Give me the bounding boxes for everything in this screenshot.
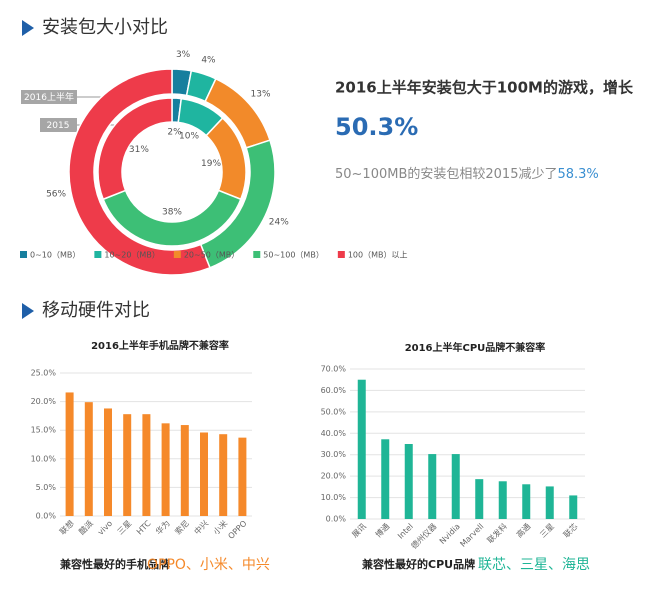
bar bbox=[498, 481, 507, 519]
legend-label: 10~20（MB） bbox=[104, 251, 159, 260]
x-tick-label: 展讯 bbox=[350, 522, 368, 540]
legend-label: 50~100（MB） bbox=[263, 251, 324, 260]
x-tick-label: 德州仪器 bbox=[409, 521, 439, 551]
footer-label: 兼容性最好的手机品牌 bbox=[60, 557, 170, 571]
donut-segment bbox=[97, 97, 173, 201]
chart-title: 2016上半年CPU品牌不兼容率 bbox=[405, 341, 546, 354]
chart-title: 2016上半年手机品牌不兼容率 bbox=[91, 339, 229, 352]
data-label: 56% bbox=[46, 190, 66, 200]
data-label: 38% bbox=[162, 208, 182, 218]
x-tick-label: vivo bbox=[96, 519, 114, 537]
footer-label: 兼容性最好的CPU品牌 bbox=[362, 557, 475, 571]
bar bbox=[522, 484, 531, 519]
section-title: 移动硬件对比 bbox=[42, 300, 150, 321]
bar bbox=[123, 414, 132, 516]
bar bbox=[475, 479, 484, 519]
legend-swatch bbox=[173, 251, 181, 258]
data-label: 3% bbox=[176, 50, 191, 60]
headline: 2016上半年安装包大于100M的游戏，增长 bbox=[335, 79, 634, 97]
ring-label-box bbox=[40, 118, 77, 132]
x-tick-label: OPPO bbox=[226, 519, 248, 541]
section-marker bbox=[22, 303, 34, 319]
legend-swatch bbox=[94, 251, 102, 258]
y-tick-label: 30.0% bbox=[321, 450, 347, 459]
x-tick-label: HTC bbox=[135, 519, 153, 537]
y-tick-label: 10.0% bbox=[31, 454, 57, 463]
data-label: 4% bbox=[201, 55, 216, 65]
x-tick-label: 高通 bbox=[514, 521, 532, 539]
footer-value: OPPO、小米、中兴 bbox=[147, 557, 270, 573]
y-tick-label: 50.0% bbox=[321, 407, 347, 416]
bar bbox=[142, 414, 151, 516]
y-tick-label: 60.0% bbox=[321, 386, 347, 395]
x-tick-label: Marvell bbox=[458, 522, 485, 549]
bar bbox=[200, 432, 208, 516]
bar bbox=[404, 444, 413, 519]
y-tick-label: 15.0% bbox=[31, 426, 57, 435]
y-tick-label: 20.0% bbox=[31, 397, 57, 406]
legend-label: 100（MB）以上 bbox=[348, 251, 408, 260]
bar bbox=[569, 495, 578, 519]
data-label: 19% bbox=[201, 159, 221, 169]
legend-swatch bbox=[337, 251, 345, 258]
x-tick-label: 三星 bbox=[116, 519, 134, 537]
data-label: 31% bbox=[129, 145, 149, 155]
x-tick-label: 博通 bbox=[373, 521, 391, 539]
bar bbox=[545, 486, 554, 519]
data-label: 10% bbox=[179, 131, 199, 141]
bar bbox=[381, 439, 390, 519]
x-tick-label: 三星 bbox=[538, 522, 556, 540]
note: 50~100MB的安装包相较2015减少了58.3% bbox=[335, 166, 599, 182]
bar bbox=[65, 392, 74, 516]
data-label: 2% bbox=[167, 128, 182, 138]
section-marker bbox=[22, 20, 34, 36]
ring-label: 2015 bbox=[47, 121, 70, 131]
legend-swatch bbox=[253, 251, 261, 258]
y-tick-label: 10.0% bbox=[321, 493, 347, 502]
bar bbox=[451, 454, 460, 519]
legend-swatch bbox=[20, 251, 27, 258]
section-title: 安装包大小对比 bbox=[42, 17, 168, 38]
bar bbox=[104, 408, 112, 516]
y-tick-label: 40.0% bbox=[321, 429, 347, 438]
bar bbox=[428, 454, 437, 519]
bar bbox=[84, 402, 93, 516]
donut-segment bbox=[68, 68, 211, 276]
y-tick-label: 0.0% bbox=[326, 515, 347, 524]
bar bbox=[219, 434, 228, 516]
data-label: 24% bbox=[269, 218, 289, 228]
x-tick-label: 华为 bbox=[153, 518, 171, 536]
bar bbox=[180, 425, 189, 516]
bar bbox=[161, 423, 170, 516]
bar bbox=[357, 379, 366, 519]
ring-label: 2016上半年 bbox=[24, 91, 74, 103]
y-tick-label: 20.0% bbox=[321, 472, 347, 481]
x-tick-label: 联发科 bbox=[485, 521, 509, 545]
note-text: 50~100MB的安装包相较2015减少了 bbox=[335, 166, 557, 182]
x-tick-label: 中兴 bbox=[192, 518, 210, 536]
y-tick-label: 0.0% bbox=[36, 512, 57, 521]
footer-value: 联芯、三星、海思 bbox=[478, 557, 590, 573]
big-value: 50.3% bbox=[335, 113, 418, 141]
x-tick-label: Intel bbox=[396, 522, 415, 541]
y-tick-label: 5.0% bbox=[36, 483, 57, 492]
legend-label: 0~10（MB） bbox=[30, 251, 80, 260]
bar bbox=[238, 437, 247, 516]
y-tick-label: 70.0% bbox=[321, 365, 347, 374]
legend-label: 20~50（MB） bbox=[184, 251, 239, 260]
ring-label-box bbox=[21, 90, 77, 104]
x-tick-label: 联想 bbox=[57, 518, 75, 536]
y-tick-label: 25.0% bbox=[31, 369, 57, 378]
x-tick-label: 联芯 bbox=[561, 521, 579, 539]
note-value: 58.3% bbox=[557, 167, 598, 182]
data-label: 13% bbox=[251, 89, 271, 99]
x-tick-label: 酷派 bbox=[77, 518, 95, 536]
x-tick-label: 索尼 bbox=[173, 518, 191, 536]
